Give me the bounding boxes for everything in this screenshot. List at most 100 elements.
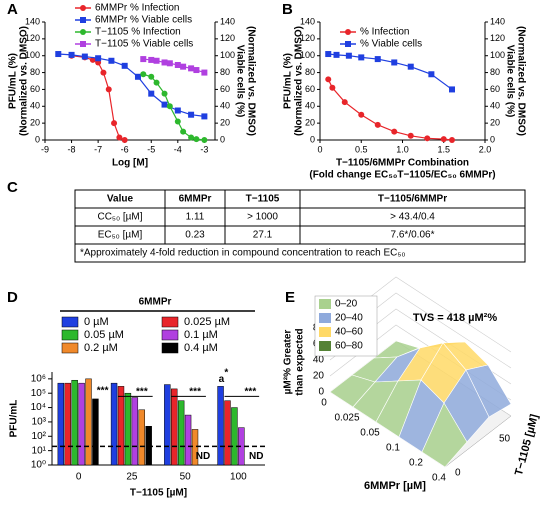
x-tick-label: 0.2	[409, 458, 423, 469]
annotation: ***	[97, 385, 109, 396]
y-axis-label: PFU/mL (%)	[283, 53, 294, 109]
y2-tick-label: 80	[220, 67, 230, 77]
y-tick-label: 10²	[32, 431, 47, 442]
data-point	[341, 99, 348, 106]
y2-tick-label: 0	[490, 134, 495, 144]
x-tick-label: 0.025	[334, 413, 359, 424]
x-tick-label: 2.0	[479, 144, 492, 154]
table-cell: 7.6*/0.06*	[391, 230, 435, 241]
y2-axis-label: (Normalized vs. DMSO)	[515, 26, 526, 136]
y-tick-label: 20	[30, 118, 40, 128]
data-point	[329, 84, 336, 91]
table-header: 6MMPr	[179, 194, 212, 205]
legend-label: 0.05 µM	[84, 329, 124, 341]
x-tick-label: 1.0	[396, 144, 409, 154]
data-point	[68, 51, 75, 58]
x-tick-label: 0.1	[386, 443, 400, 454]
data-point	[161, 59, 168, 66]
data-point	[166, 103, 173, 110]
data-point	[116, 134, 123, 141]
bar	[57, 382, 65, 466]
y-tick-label: 0	[310, 134, 315, 144]
data-point	[325, 76, 332, 83]
legend-label: % Infection	[360, 27, 409, 38]
data-point	[108, 57, 115, 64]
x-tick-label: 0.4	[432, 473, 446, 484]
table-header: Value	[107, 194, 134, 205]
legend-label: 20–40	[335, 313, 363, 324]
annotation: a	[219, 374, 225, 385]
legend-swatch	[61, 316, 79, 328]
data-point	[449, 137, 455, 143]
x-tick-label: 25	[126, 472, 138, 483]
legend-swatch	[319, 341, 331, 351]
data-point	[121, 62, 128, 69]
y-tick-label: 80	[305, 67, 315, 77]
x-tick-label: 1.5	[437, 144, 450, 154]
data-point	[391, 128, 398, 135]
panel-letter: A	[7, 1, 18, 18]
y-tick-label: 80	[30, 67, 40, 77]
data-point	[345, 52, 352, 59]
chart-title: TVS = 418 µM²%	[413, 312, 498, 324]
annotation: ***	[189, 387, 201, 398]
y2-tick-label: 20	[220, 118, 230, 128]
y2-axis-label: Viable cells (%)	[504, 45, 515, 118]
table-cell: 1.11	[186, 212, 205, 223]
y2-tick-label: 20	[490, 118, 500, 128]
data-point	[180, 63, 187, 70]
data-point	[180, 128, 187, 135]
series-line	[327, 79, 453, 141]
table-cell: CC₅₀ [µM]	[97, 212, 142, 223]
y-tick-label: 140	[300, 16, 315, 26]
y2-tick-label: 40	[220, 101, 230, 111]
x-tick-label: 0	[321, 398, 327, 409]
y-tick-label: 100	[25, 50, 40, 60]
y-tick-label: 10⁵	[31, 388, 46, 399]
data-point	[440, 136, 447, 143]
x-tick-label: -6	[121, 144, 129, 154]
annotation: ND	[196, 451, 210, 462]
y-tick-label: 10¹	[32, 445, 47, 456]
y-tick-label: 40	[313, 355, 325, 366]
data-point	[358, 111, 365, 118]
data-point	[140, 71, 147, 78]
x-tick-label: 0.5	[355, 144, 368, 154]
y2-tick-label: 60	[490, 84, 500, 94]
x-tick-label: 100	[230, 472, 247, 483]
annotation: ***	[245, 387, 257, 398]
table-header: T−1105	[246, 194, 280, 205]
bar	[164, 384, 171, 466]
y-tick-label: 120	[300, 33, 315, 43]
data-point	[111, 120, 118, 127]
z-tick-label: 50	[499, 434, 511, 445]
y-axis-label: µM²% Greater	[283, 330, 294, 395]
y-tick-label: 60	[30, 84, 40, 94]
legend-title: 6MMPr	[139, 297, 172, 308]
panel-letter: E	[285, 289, 295, 306]
x-tick-label: 0	[76, 472, 82, 483]
data-point	[193, 136, 200, 143]
data-point	[121, 137, 128, 143]
y-tick-label: 10⁰	[31, 460, 46, 471]
x-tick-label: 0	[317, 144, 322, 154]
data-point	[166, 60, 173, 67]
data-point	[161, 101, 168, 108]
y2-tick-label: 40	[490, 101, 500, 111]
x-tick-label: -3	[200, 144, 208, 154]
y-axis-label: PFU/mL	[9, 400, 20, 438]
y-axis-label: PFU/mL (%)	[8, 53, 19, 109]
data-point	[428, 71, 435, 78]
data-point	[193, 67, 200, 74]
data-point	[201, 113, 208, 120]
x-tick-label: -5	[147, 144, 155, 154]
data-point	[161, 90, 168, 97]
data-point	[148, 73, 155, 80]
data-point	[188, 134, 195, 141]
legend-label: 0 µM	[84, 316, 109, 328]
panel-letter: D	[7, 289, 18, 306]
data-point	[100, 69, 107, 76]
table-cell: 0.23	[185, 230, 205, 241]
y-tick-label: 20	[313, 371, 325, 382]
